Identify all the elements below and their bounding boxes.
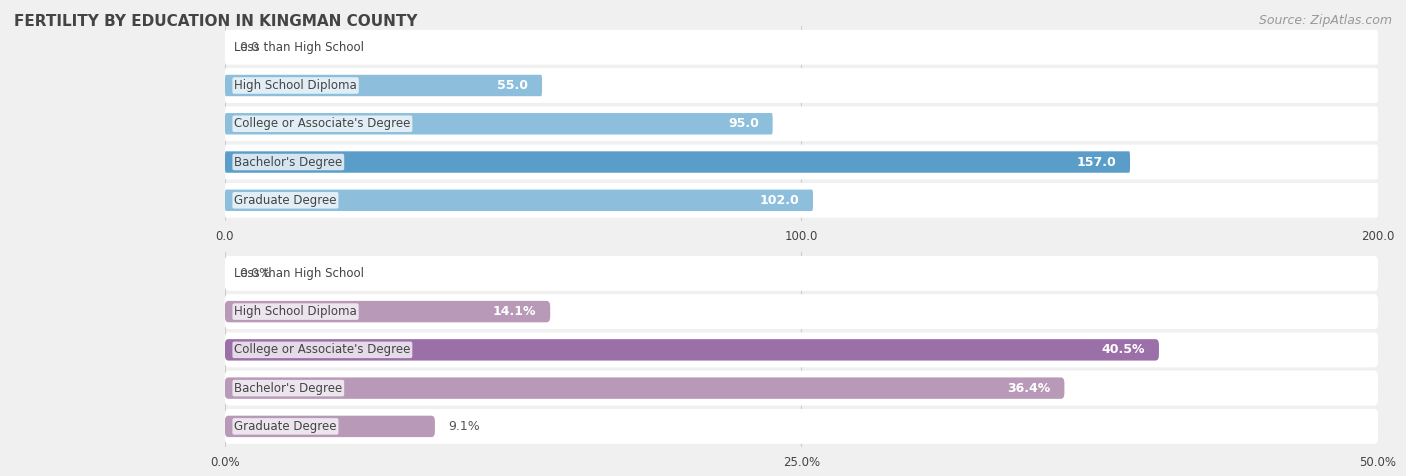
Text: Bachelor's Degree: Bachelor's Degree [235, 156, 343, 169]
FancyBboxPatch shape [225, 30, 1378, 65]
FancyBboxPatch shape [225, 339, 1159, 361]
Text: Bachelor's Degree: Bachelor's Degree [235, 382, 343, 395]
Text: 9.1%: 9.1% [449, 420, 481, 433]
Text: 0.0%: 0.0% [239, 267, 271, 280]
Text: High School Diploma: High School Diploma [235, 79, 357, 92]
Text: 36.4%: 36.4% [1007, 382, 1050, 395]
Text: Graduate Degree: Graduate Degree [235, 194, 336, 207]
Text: 95.0: 95.0 [728, 117, 759, 130]
FancyBboxPatch shape [225, 371, 1378, 406]
FancyBboxPatch shape [225, 416, 434, 437]
Text: Less than High School: Less than High School [235, 267, 364, 280]
FancyBboxPatch shape [225, 106, 1378, 141]
Text: College or Associate's Degree: College or Associate's Degree [235, 343, 411, 357]
Text: Source: ZipAtlas.com: Source: ZipAtlas.com [1258, 14, 1392, 27]
FancyBboxPatch shape [225, 68, 1378, 103]
Text: High School Diploma: High School Diploma [235, 305, 357, 318]
Text: 55.0: 55.0 [498, 79, 529, 92]
Text: 102.0: 102.0 [759, 194, 799, 207]
FancyBboxPatch shape [225, 145, 1378, 179]
FancyBboxPatch shape [225, 409, 1378, 444]
Text: Less than High School: Less than High School [235, 41, 364, 54]
FancyBboxPatch shape [225, 189, 813, 211]
Text: 14.1%: 14.1% [492, 305, 536, 318]
Text: College or Associate's Degree: College or Associate's Degree [235, 117, 411, 130]
FancyBboxPatch shape [225, 183, 1378, 218]
FancyBboxPatch shape [225, 113, 773, 135]
Text: 0.0: 0.0 [239, 41, 259, 54]
FancyBboxPatch shape [225, 301, 550, 322]
FancyBboxPatch shape [225, 294, 1378, 329]
FancyBboxPatch shape [225, 75, 543, 96]
Text: Graduate Degree: Graduate Degree [235, 420, 336, 433]
FancyBboxPatch shape [225, 256, 1378, 291]
Text: 157.0: 157.0 [1077, 156, 1116, 169]
Text: FERTILITY BY EDUCATION IN KINGMAN COUNTY: FERTILITY BY EDUCATION IN KINGMAN COUNTY [14, 14, 418, 30]
FancyBboxPatch shape [225, 377, 1064, 399]
FancyBboxPatch shape [225, 151, 1130, 173]
Text: 40.5%: 40.5% [1101, 343, 1144, 357]
FancyBboxPatch shape [225, 332, 1378, 367]
